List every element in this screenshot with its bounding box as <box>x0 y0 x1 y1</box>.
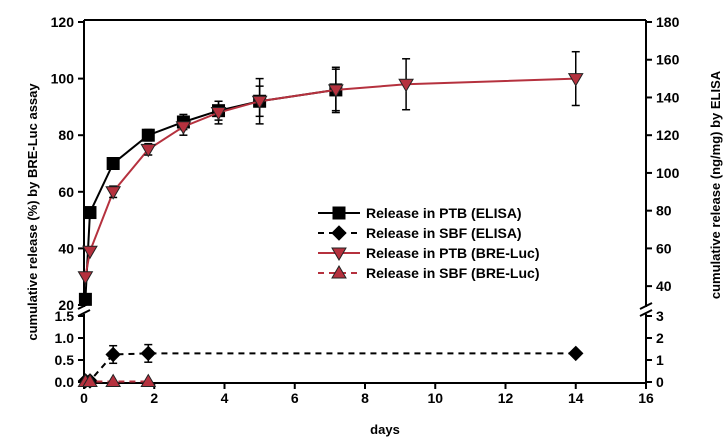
legend-marker <box>331 225 347 241</box>
series-layer <box>77 50 584 389</box>
right-y-tick-label: 3 <box>656 308 664 324</box>
right-y-tick-label: 160 <box>656 52 680 68</box>
x-tick-label: 12 <box>498 390 514 406</box>
series-4 <box>77 373 157 388</box>
right-y-tick-label: 80 <box>656 203 672 219</box>
left-y-axis-label: cumulative release (%) by BRE-Luc assay <box>25 83 40 341</box>
data-point <box>78 292 92 306</box>
right-y-tick-label: 140 <box>656 89 680 105</box>
series-line <box>84 77 576 277</box>
data-point <box>105 186 122 200</box>
x-tick-label: 4 <box>221 390 229 406</box>
axis-ticks: 0 2 4 6 8 10 12 14 16204060801001200.00.51.01.54… <box>51 14 680 406</box>
right-y-tick-label: 100 <box>656 165 680 181</box>
data-point <box>105 346 121 363</box>
left-y-tick-label: 100 <box>51 71 75 87</box>
legend-label: Release in PTB (ELISA) <box>366 205 522 221</box>
right-y-tick-label: 180 <box>656 14 680 30</box>
left-y-tick-label: 1.0 <box>55 330 75 346</box>
data-point <box>140 345 156 362</box>
series-line <box>84 88 336 300</box>
legend-label: Release in SBF (ELISA) <box>366 225 522 241</box>
left-y-tick-label: 80 <box>58 127 74 143</box>
data-point <box>82 245 98 260</box>
x-axis-label: days <box>370 422 400 437</box>
series-3 <box>77 50 584 285</box>
data-point <box>83 206 97 220</box>
left-y-tick-label: 0.0 <box>55 374 75 390</box>
legend-label: Release in SBF (BRE-Luc) <box>366 265 539 281</box>
legend-marker <box>332 206 346 220</box>
right-y-tick-label: 120 <box>656 127 680 143</box>
data-point <box>175 121 192 135</box>
data-point <box>251 95 268 110</box>
series-2 <box>77 343 584 389</box>
data-point <box>141 128 155 142</box>
right-y-tick-label: 1 <box>656 352 664 368</box>
right-y-tick-label: 2 <box>656 330 664 346</box>
data-point <box>82 373 98 388</box>
data-point <box>140 143 157 158</box>
left-y-tick-label: 0.5 <box>55 352 75 368</box>
x-tick-label: 14 <box>568 390 584 406</box>
series-line <box>85 352 576 382</box>
plot-frame <box>77 19 653 384</box>
data-point <box>567 73 584 87</box>
right-y-tick-label: 40 <box>656 278 672 294</box>
legend-marker <box>331 247 347 261</box>
data-point <box>210 107 227 121</box>
data-point <box>105 373 122 388</box>
data-point <box>327 84 344 98</box>
x-tick-label: 16 <box>638 390 654 406</box>
right-axis-break-mark <box>639 309 653 317</box>
left-y-tick-label: 120 <box>51 14 75 30</box>
legend-label: Release in PTB (BRE-Luc) <box>366 245 539 261</box>
data-point <box>398 78 414 93</box>
right-y-tick-label: 0 <box>656 374 664 390</box>
x-tick-label: 10 <box>427 390 443 406</box>
right-y-axis-label: cumulative release (ng/mg) by ELISA <box>708 70 723 299</box>
left-y-tick-label: 40 <box>58 240 74 256</box>
x-tick-label: 6 <box>291 390 299 406</box>
data-point <box>140 373 157 388</box>
data-point <box>106 157 120 170</box>
left-y-tick-label: 20 <box>58 297 74 313</box>
right-axis-break-mark <box>639 302 653 310</box>
legend-marker <box>331 265 347 279</box>
data-point <box>568 345 584 362</box>
x-tick-label: 0 <box>80 390 88 406</box>
legend: Release in PTB (ELISA) Release in SBF (EL… <box>318 205 539 281</box>
left-y-tick-label: 1.5 <box>55 308 75 324</box>
x-tick-label: 8 <box>361 390 369 406</box>
data-point <box>77 271 94 285</box>
left-y-tick-label: 60 <box>58 184 74 200</box>
right-y-tick-label: 60 <box>656 240 672 256</box>
x-tick-label: 2 <box>150 390 158 406</box>
